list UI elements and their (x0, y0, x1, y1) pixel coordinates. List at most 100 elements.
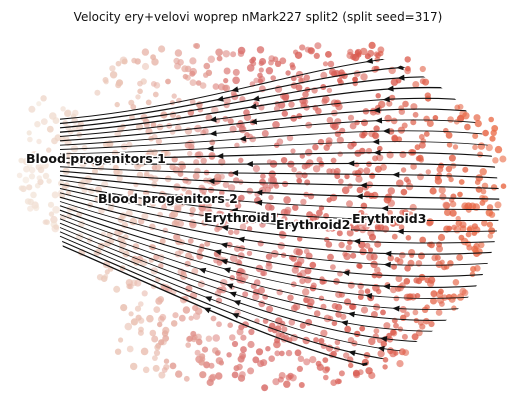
cell-point (368, 41, 376, 50)
cell-point (185, 342, 191, 348)
cell-point (396, 179, 404, 188)
cell-point (372, 155, 379, 162)
cell-point (481, 220, 488, 227)
cell-point (500, 183, 507, 189)
cell-point (50, 215, 58, 224)
cell-point (114, 348, 122, 355)
cell-point (40, 118, 48, 125)
cell-point (300, 198, 307, 206)
cell-point (29, 166, 36, 174)
cell-point (154, 344, 161, 351)
cell-point (120, 304, 128, 312)
cell-point (447, 260, 454, 267)
cell-point (398, 105, 405, 111)
cell-point (35, 163, 43, 171)
cell-point (472, 203, 481, 211)
cell-point (65, 124, 72, 131)
cell-point (380, 309, 386, 316)
cell-point (94, 89, 101, 96)
cell-point (195, 338, 203, 346)
cell-point (371, 272, 378, 279)
cell-point (130, 362, 138, 371)
cell-point (382, 364, 388, 370)
cell-point (246, 64, 255, 72)
cell-point (48, 211, 55, 217)
cell-point (116, 79, 123, 86)
cell-point (80, 153, 88, 162)
cell-point (246, 250, 253, 256)
cell-point (121, 58, 128, 65)
streamline-arrowhead (238, 135, 247, 142)
cell-point (347, 183, 353, 189)
cell-point (302, 91, 309, 98)
cell-point (326, 116, 334, 124)
cell-point (338, 241, 345, 249)
cell-point (341, 186, 350, 195)
cell-point (155, 138, 162, 145)
cell-point (239, 223, 247, 231)
cell-point (148, 174, 154, 181)
cell-point (198, 359, 205, 366)
cell-point (494, 201, 502, 209)
cell-point (310, 282, 317, 289)
cell-point (151, 181, 158, 188)
cell-point (158, 371, 166, 379)
cell-point (358, 289, 365, 296)
streamline-arrowhead (216, 153, 224, 160)
cluster-label-blood-progenitors-2: Blood progenitors 2 (98, 191, 238, 206)
cell-point (291, 266, 299, 274)
cell-point (344, 325, 352, 333)
cell-point (419, 65, 426, 73)
cell-point (266, 159, 273, 165)
cell-point (399, 306, 407, 313)
cell-point (185, 285, 193, 293)
cell-point (193, 159, 200, 166)
streamline-arrowhead (219, 215, 227, 222)
cell-point (289, 62, 295, 68)
cell-point (459, 287, 467, 295)
cell-point (150, 122, 157, 128)
cell-point (46, 178, 52, 184)
cell-point (268, 204, 275, 211)
cell-point (444, 208, 452, 216)
cell-point (393, 295, 400, 302)
streamline-arrowhead (384, 216, 392, 223)
cell-point (16, 172, 23, 179)
cell-point (318, 161, 325, 168)
cell-point (177, 171, 184, 177)
streamline-arrowhead (209, 130, 217, 137)
cell-point (36, 138, 42, 145)
cell-point (261, 270, 268, 277)
cell-point (18, 157, 25, 164)
cell-point (141, 212, 149, 220)
cell-point (374, 56, 381, 63)
cell-point (174, 49, 183, 57)
cell-point (190, 330, 197, 337)
cell-point (336, 230, 343, 237)
streamline-arrowhead (249, 103, 257, 110)
cell-point (18, 185, 25, 191)
cell-point (27, 162, 33, 169)
cell-point (46, 125, 54, 133)
streamline-arrowhead (382, 283, 391, 290)
cell-point (265, 253, 273, 260)
cell-point (441, 294, 448, 301)
cell-point (347, 337, 355, 344)
cell-point (329, 68, 337, 76)
cell-point (428, 320, 435, 328)
streamline-arrowhead (252, 95, 260, 102)
streamline-arrowhead (365, 57, 374, 64)
streamline-arrowhead (383, 261, 391, 268)
streamline-arrowhead (342, 269, 350, 276)
cell-point (360, 306, 369, 314)
streamline (59, 161, 500, 169)
cell-point (295, 70, 304, 79)
cell-point (272, 121, 280, 129)
cell-point (397, 126, 405, 134)
cell-point (331, 320, 338, 327)
cell-point (228, 184, 236, 192)
cell-point (426, 219, 433, 227)
streamline (59, 192, 500, 244)
cell-point (494, 145, 503, 154)
cell-point (396, 136, 403, 143)
